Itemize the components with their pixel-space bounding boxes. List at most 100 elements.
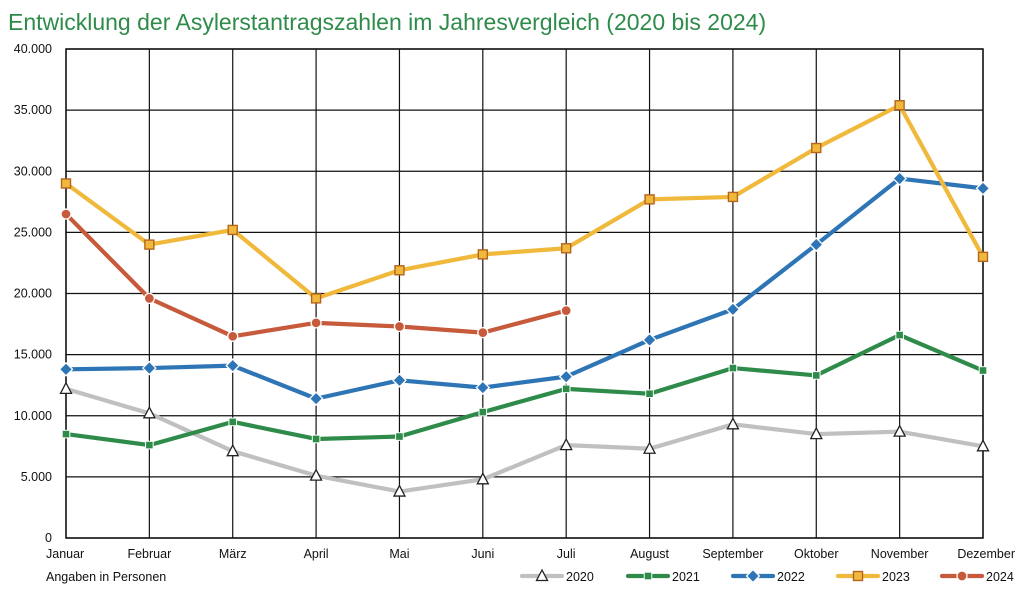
grid bbox=[65, 48, 984, 539]
data-point-2021-6 bbox=[561, 384, 571, 394]
data-point-2023-11 bbox=[977, 251, 989, 263]
x-tick-label: Mai bbox=[389, 547, 409, 561]
data-point-2021-9 bbox=[811, 371, 821, 380]
x-tick-label: März bbox=[219, 547, 247, 561]
y-tick-label: 10.000 bbox=[14, 409, 52, 423]
y-tick-label: 15.000 bbox=[14, 348, 52, 362]
data-point-2021-0 bbox=[61, 429, 71, 439]
y-tick-label: 0 bbox=[45, 531, 52, 545]
data-point-2021-8 bbox=[728, 363, 738, 373]
data-point-2024-3 bbox=[310, 317, 322, 329]
data-point-2020-11 bbox=[976, 438, 990, 452]
data-point-2022-5 bbox=[475, 380, 491, 396]
data-point-2023-1 bbox=[144, 239, 155, 250]
series-lines bbox=[63, 103, 986, 494]
legend-marker-2023 bbox=[852, 570, 864, 582]
data-point-2021-10 bbox=[895, 330, 904, 340]
data-point-2024-4 bbox=[393, 320, 406, 333]
data-point-2020-4 bbox=[392, 484, 407, 497]
x-tick-label: Januar bbox=[46, 547, 84, 561]
y-tick-label: 25.000 bbox=[14, 225, 52, 239]
data-point-2024-6 bbox=[560, 304, 572, 317]
data-point-2022-4 bbox=[392, 372, 407, 388]
legend-marker-2021 bbox=[643, 571, 653, 581]
data-point-2020-9 bbox=[809, 426, 823, 440]
data-point-2021-3 bbox=[311, 434, 321, 444]
data-point-2020-2 bbox=[226, 443, 240, 457]
data-point-2023-10 bbox=[894, 100, 905, 111]
data-point-2020-10 bbox=[893, 424, 907, 437]
y-tick-label: 30.000 bbox=[14, 164, 52, 178]
x-tick-label: August bbox=[630, 547, 669, 561]
y-tick-label: 20.000 bbox=[14, 287, 52, 301]
data-point-2021-5 bbox=[478, 407, 488, 417]
x-tick-label: Oktober bbox=[794, 547, 838, 561]
data-point-2022-11 bbox=[975, 180, 991, 196]
legend-label: 2020 bbox=[566, 570, 594, 584]
data-point-2024-5 bbox=[477, 326, 489, 339]
x-tick-label: Juni bbox=[471, 547, 494, 561]
data-point-2022-7 bbox=[642, 332, 657, 348]
y-axis-ticks: 0 5.000 10.000 15.000 20.000 25.000 30.000 35.0… bbox=[14, 42, 52, 545]
data-point-2022-1 bbox=[141, 360, 157, 376]
data-point-2024-1 bbox=[143, 292, 156, 305]
y-tick-label: 35.000 bbox=[14, 103, 52, 117]
data-point-2021-7 bbox=[645, 389, 654, 399]
data-point-2020-6 bbox=[559, 437, 573, 451]
data-point-2020-5 bbox=[476, 471, 490, 485]
legend-label: 2023 bbox=[882, 570, 910, 584]
data-point-2021-1 bbox=[145, 440, 154, 450]
data-point-2021-4 bbox=[395, 432, 404, 441]
x-tick-label: Dezember bbox=[957, 547, 1015, 561]
legend-label: 2024 bbox=[986, 570, 1014, 584]
data-point-2023-8 bbox=[727, 191, 739, 203]
legend-label: 2021 bbox=[672, 570, 700, 584]
data-point-2023-4 bbox=[394, 265, 405, 276]
x-tick-label: September bbox=[702, 547, 763, 561]
legend-label: 2022 bbox=[777, 570, 805, 584]
units-note: Angaben in Personen bbox=[46, 570, 166, 584]
x-tick-label: Februar bbox=[127, 547, 171, 561]
x-tick-label: April bbox=[304, 547, 329, 561]
series-line-2022 bbox=[63, 176, 986, 401]
legend-marker-2024 bbox=[956, 570, 968, 582]
data-point-2024-2 bbox=[227, 330, 239, 342]
data-point-2023-3 bbox=[310, 293, 322, 304]
data-point-2022-9 bbox=[808, 237, 824, 253]
data-point-2022-2 bbox=[225, 358, 241, 374]
data-point-2020-1 bbox=[142, 405, 156, 419]
data-point-2020-7 bbox=[642, 441, 657, 454]
data-point-2022-10 bbox=[892, 171, 908, 187]
x-axis-ticks: Januar Februar März April Mai Juni Juli August S… bbox=[46, 547, 1015, 561]
data-point-2023-5 bbox=[477, 249, 489, 260]
legend-marker-2022 bbox=[745, 568, 761, 584]
data-point-2022-6 bbox=[558, 369, 574, 385]
data-point-2023-7 bbox=[644, 194, 655, 205]
chart-title: Entwicklung der Asylerstantragszahlen im… bbox=[8, 9, 766, 35]
legend: 2020 2021 2022 2023 2024 bbox=[519, 568, 1014, 584]
series-line-2020 bbox=[63, 386, 986, 494]
data-point-2023-6 bbox=[560, 243, 572, 254]
data-point-2024-0 bbox=[60, 208, 72, 220]
data-point-2023-0 bbox=[60, 178, 72, 189]
data-point-2022-3 bbox=[308, 391, 324, 407]
series-line-2021 bbox=[63, 332, 986, 448]
data-point-2020-8 bbox=[726, 416, 740, 430]
y-tick-label: 5.000 bbox=[21, 470, 52, 484]
data-point-2020-3 bbox=[309, 468, 323, 481]
y-tick-label: 40.000 bbox=[14, 42, 52, 56]
data-point-2022-0 bbox=[58, 361, 74, 377]
x-tick-label: Juli bbox=[557, 547, 576, 561]
legend-marker-2020 bbox=[535, 568, 549, 582]
data-point-2020-0 bbox=[59, 381, 73, 395]
series-line-2023 bbox=[63, 103, 986, 301]
data-point-2023-9 bbox=[811, 142, 822, 154]
series-markers bbox=[58, 100, 991, 497]
data-point-2021-11 bbox=[978, 366, 988, 375]
data-point-2023-2 bbox=[227, 224, 238, 236]
data-point-2021-2 bbox=[228, 417, 238, 427]
x-tick-label: November bbox=[871, 547, 929, 561]
plot-frame bbox=[65, 48, 984, 539]
